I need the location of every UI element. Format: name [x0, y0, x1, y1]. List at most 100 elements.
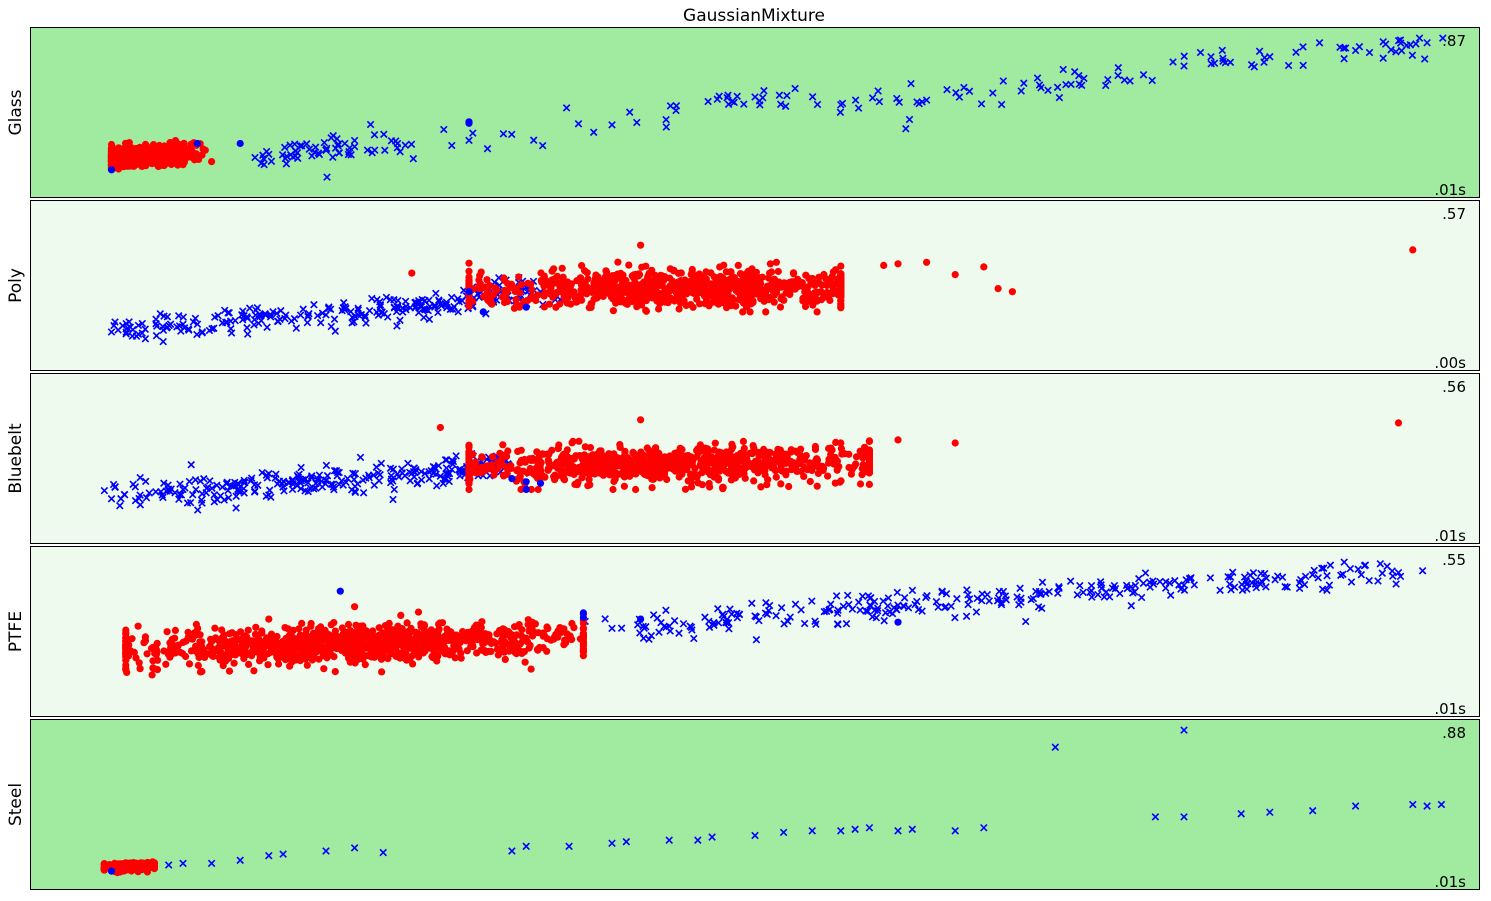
- red-point: [847, 470, 856, 478]
- red-point: [417, 620, 425, 628]
- red-point: [307, 619, 315, 628]
- red-point: [523, 469, 531, 477]
- blue-x-point: [1190, 581, 1199, 589]
- blue-x-point: [977, 596, 986, 605]
- blue-x-point: [343, 474, 352, 483]
- blue-x-point: [378, 308, 386, 316]
- red-point: [661, 285, 669, 293]
- red-point: [760, 296, 769, 304]
- blue-x-point: [164, 485, 173, 493]
- blue-x-point: [267, 157, 276, 166]
- blue-x-point: [310, 300, 318, 309]
- blue-x-point: [271, 474, 279, 482]
- blue-x-point: [1379, 54, 1387, 62]
- blue-x-point: [1246, 571, 1254, 579]
- red-point: [856, 480, 865, 488]
- blue-x-point: [350, 475, 358, 484]
- red-point: [490, 471, 498, 479]
- red-point: [809, 301, 817, 309]
- red-point: [414, 608, 423, 616]
- panel-frame: [30, 27, 1480, 198]
- blue-x-point: [304, 478, 312, 487]
- blue-x-point: [370, 481, 379, 489]
- red-point: [166, 653, 174, 661]
- blue-x-point: [159, 337, 167, 346]
- red-point: [317, 636, 325, 645]
- blue-x-point: [341, 139, 349, 148]
- red-point: [734, 261, 742, 269]
- blue-x-point: [951, 827, 959, 835]
- blue-x-point: [1070, 68, 1079, 76]
- blue-x-point: [224, 494, 233, 502]
- blue-x-point: [363, 146, 372, 154]
- red-point: [563, 446, 571, 454]
- blue-x-point: [779, 828, 788, 837]
- blue-x-point: [386, 464, 395, 473]
- blue-x-point: [885, 608, 894, 616]
- blue-x-point: [608, 121, 616, 129]
- blue-x-point: [116, 501, 124, 510]
- blue-x-point: [900, 594, 909, 602]
- red-point: [632, 485, 640, 494]
- red-point: [694, 272, 702, 281]
- red-point: [668, 277, 676, 285]
- panel-label: PTFE: [6, 611, 26, 652]
- red-point: [557, 628, 565, 637]
- red-point: [722, 290, 730, 299]
- red-point: [534, 485, 542, 494]
- blue-x-point: [469, 129, 477, 137]
- red-point: [331, 668, 339, 676]
- red-point: [294, 634, 302, 642]
- blue-x-point: [868, 613, 877, 621]
- blue-x-point: [1437, 800, 1446, 809]
- red-point: [696, 289, 704, 297]
- red-point: [586, 481, 594, 489]
- red-point: [295, 625, 303, 633]
- red-point: [706, 483, 714, 491]
- blue-x-point: [942, 602, 950, 611]
- blue-x-point: [633, 621, 642, 629]
- red-point: [767, 293, 775, 301]
- red-point: [586, 444, 595, 452]
- red-point: [837, 285, 845, 293]
- red-point: [524, 296, 532, 305]
- blue-x-point: [251, 153, 259, 162]
- red-point: [540, 272, 548, 280]
- blue-x-point: [1415, 34, 1424, 42]
- blue-x-point: [145, 489, 154, 497]
- blue-x-point: [965, 595, 974, 603]
- blue-x-point: [1347, 578, 1356, 586]
- red-point: [441, 650, 449, 658]
- panel-time: .01s: [1434, 527, 1466, 545]
- blue-x-point: [647, 631, 656, 640]
- red-point: [515, 303, 524, 311]
- blue-x-point: [808, 597, 816, 605]
- blue-x-point: [953, 594, 961, 603]
- red-point: [300, 645, 308, 653]
- blue-x-point: [756, 101, 764, 109]
- blue-x-point: [313, 475, 322, 483]
- blue-x-point: [837, 827, 845, 835]
- red-point: [211, 624, 219, 632]
- red-point: [176, 648, 184, 656]
- red-point: [796, 451, 804, 459]
- red-point: [314, 625, 323, 633]
- blue-x-point: [1122, 581, 1131, 590]
- blue-x-point: [820, 607, 829, 616]
- blue-x-point: [301, 475, 310, 483]
- blue-x-point: [687, 623, 696, 632]
- blue-x-point: [338, 306, 346, 315]
- red-point: [457, 654, 465, 662]
- red-point: [250, 667, 258, 675]
- red-point: [318, 630, 326, 638]
- red-point: [749, 297, 757, 305]
- blue-x-point: [1016, 584, 1024, 593]
- red-point: [501, 655, 509, 664]
- blue-x-point: [1420, 55, 1429, 63]
- red-point: [208, 158, 216, 166]
- blue-x-point: [1301, 572, 1310, 581]
- panel-ptfe: PTFE.55.01s: [6, 546, 1480, 718]
- red-point: [554, 444, 562, 453]
- blue-x-point: [964, 591, 972, 599]
- panel-score: .55: [1442, 551, 1466, 569]
